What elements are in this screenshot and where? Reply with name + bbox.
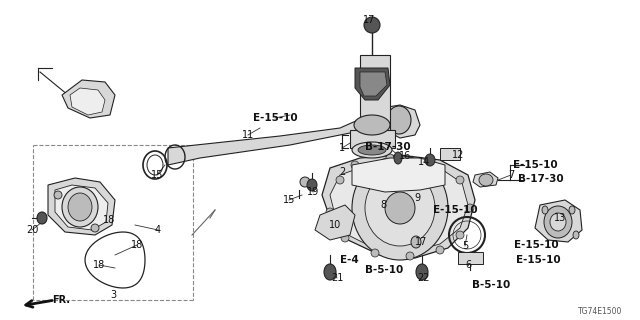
Ellipse shape: [456, 231, 464, 239]
Text: E-15-10: E-15-10: [514, 240, 558, 250]
Text: E-15-10: E-15-10: [513, 160, 557, 170]
Ellipse shape: [569, 206, 575, 214]
Polygon shape: [322, 155, 475, 258]
Polygon shape: [352, 158, 445, 192]
Ellipse shape: [371, 249, 379, 257]
Ellipse shape: [426, 158, 434, 166]
Ellipse shape: [358, 145, 386, 155]
Text: 1: 1: [339, 143, 345, 153]
Ellipse shape: [479, 174, 493, 186]
Ellipse shape: [411, 236, 421, 248]
Text: 18: 18: [93, 260, 105, 270]
Polygon shape: [55, 185, 108, 230]
Text: 17: 17: [415, 237, 427, 247]
Ellipse shape: [326, 208, 334, 216]
Polygon shape: [315, 205, 355, 240]
Text: 11: 11: [242, 130, 254, 140]
Text: 8: 8: [380, 200, 386, 210]
Ellipse shape: [37, 212, 47, 224]
Polygon shape: [330, 162, 468, 252]
Text: 10: 10: [329, 220, 341, 230]
Ellipse shape: [394, 152, 402, 164]
Text: 17: 17: [363, 15, 375, 25]
Text: 5: 5: [462, 241, 468, 251]
Text: 2: 2: [339, 167, 345, 177]
Bar: [360, 55, 390, 150]
Polygon shape: [535, 200, 582, 242]
Text: 20: 20: [26, 225, 38, 235]
Polygon shape: [360, 72, 387, 96]
Polygon shape: [355, 68, 390, 100]
Text: 21: 21: [331, 273, 343, 283]
Ellipse shape: [91, 224, 99, 232]
Ellipse shape: [352, 142, 392, 158]
Polygon shape: [473, 172, 498, 187]
Text: 22: 22: [417, 273, 429, 283]
Polygon shape: [62, 80, 115, 118]
Polygon shape: [168, 108, 392, 165]
Ellipse shape: [466, 204, 474, 212]
Text: 9: 9: [414, 193, 420, 203]
Ellipse shape: [54, 191, 62, 199]
Ellipse shape: [354, 115, 390, 135]
Bar: [458, 252, 483, 264]
Bar: [440, 148, 460, 160]
Ellipse shape: [456, 176, 464, 184]
Text: TG74E1500: TG74E1500: [578, 308, 622, 316]
Ellipse shape: [336, 176, 344, 184]
Ellipse shape: [416, 264, 428, 280]
Ellipse shape: [68, 193, 92, 221]
Ellipse shape: [300, 177, 310, 187]
Text: FR.: FR.: [52, 295, 70, 305]
Text: 12: 12: [452, 150, 464, 160]
Text: B-5-10: B-5-10: [472, 280, 510, 290]
Text: 18: 18: [103, 215, 115, 225]
Ellipse shape: [387, 106, 411, 134]
Ellipse shape: [550, 213, 566, 231]
Ellipse shape: [364, 17, 380, 33]
Text: 16: 16: [399, 151, 411, 161]
Text: 7: 7: [508, 170, 514, 180]
Ellipse shape: [365, 170, 435, 246]
Text: E-4: E-4: [340, 255, 358, 265]
Ellipse shape: [573, 231, 579, 239]
Polygon shape: [350, 130, 395, 148]
Ellipse shape: [386, 154, 394, 162]
Ellipse shape: [307, 179, 317, 191]
Ellipse shape: [341, 234, 349, 242]
Text: 19: 19: [307, 187, 319, 197]
Ellipse shape: [62, 187, 98, 227]
Ellipse shape: [544, 206, 572, 238]
Text: 3: 3: [110, 290, 116, 300]
Text: 18: 18: [131, 240, 143, 250]
Ellipse shape: [352, 156, 448, 260]
Ellipse shape: [542, 206, 548, 214]
Ellipse shape: [351, 161, 359, 169]
Polygon shape: [48, 178, 115, 235]
Text: 4: 4: [155, 225, 161, 235]
Ellipse shape: [385, 192, 415, 224]
Text: 15: 15: [283, 195, 295, 205]
Text: 6: 6: [465, 260, 471, 270]
Text: B-17-30: B-17-30: [518, 174, 564, 184]
Text: 14: 14: [418, 157, 430, 167]
Text: 13: 13: [554, 213, 566, 223]
Polygon shape: [70, 88, 105, 115]
Text: E-15-10: E-15-10: [253, 113, 298, 123]
Text: B-5-10: B-5-10: [365, 265, 403, 275]
Ellipse shape: [425, 154, 435, 166]
Text: E-15-10: E-15-10: [516, 255, 560, 265]
Text: B-17-30: B-17-30: [365, 142, 411, 152]
Ellipse shape: [436, 246, 444, 254]
Text: E-15-10: E-15-10: [433, 205, 477, 215]
Text: 15: 15: [151, 170, 163, 180]
Polygon shape: [378, 105, 420, 138]
Ellipse shape: [406, 252, 414, 260]
Ellipse shape: [324, 264, 336, 280]
